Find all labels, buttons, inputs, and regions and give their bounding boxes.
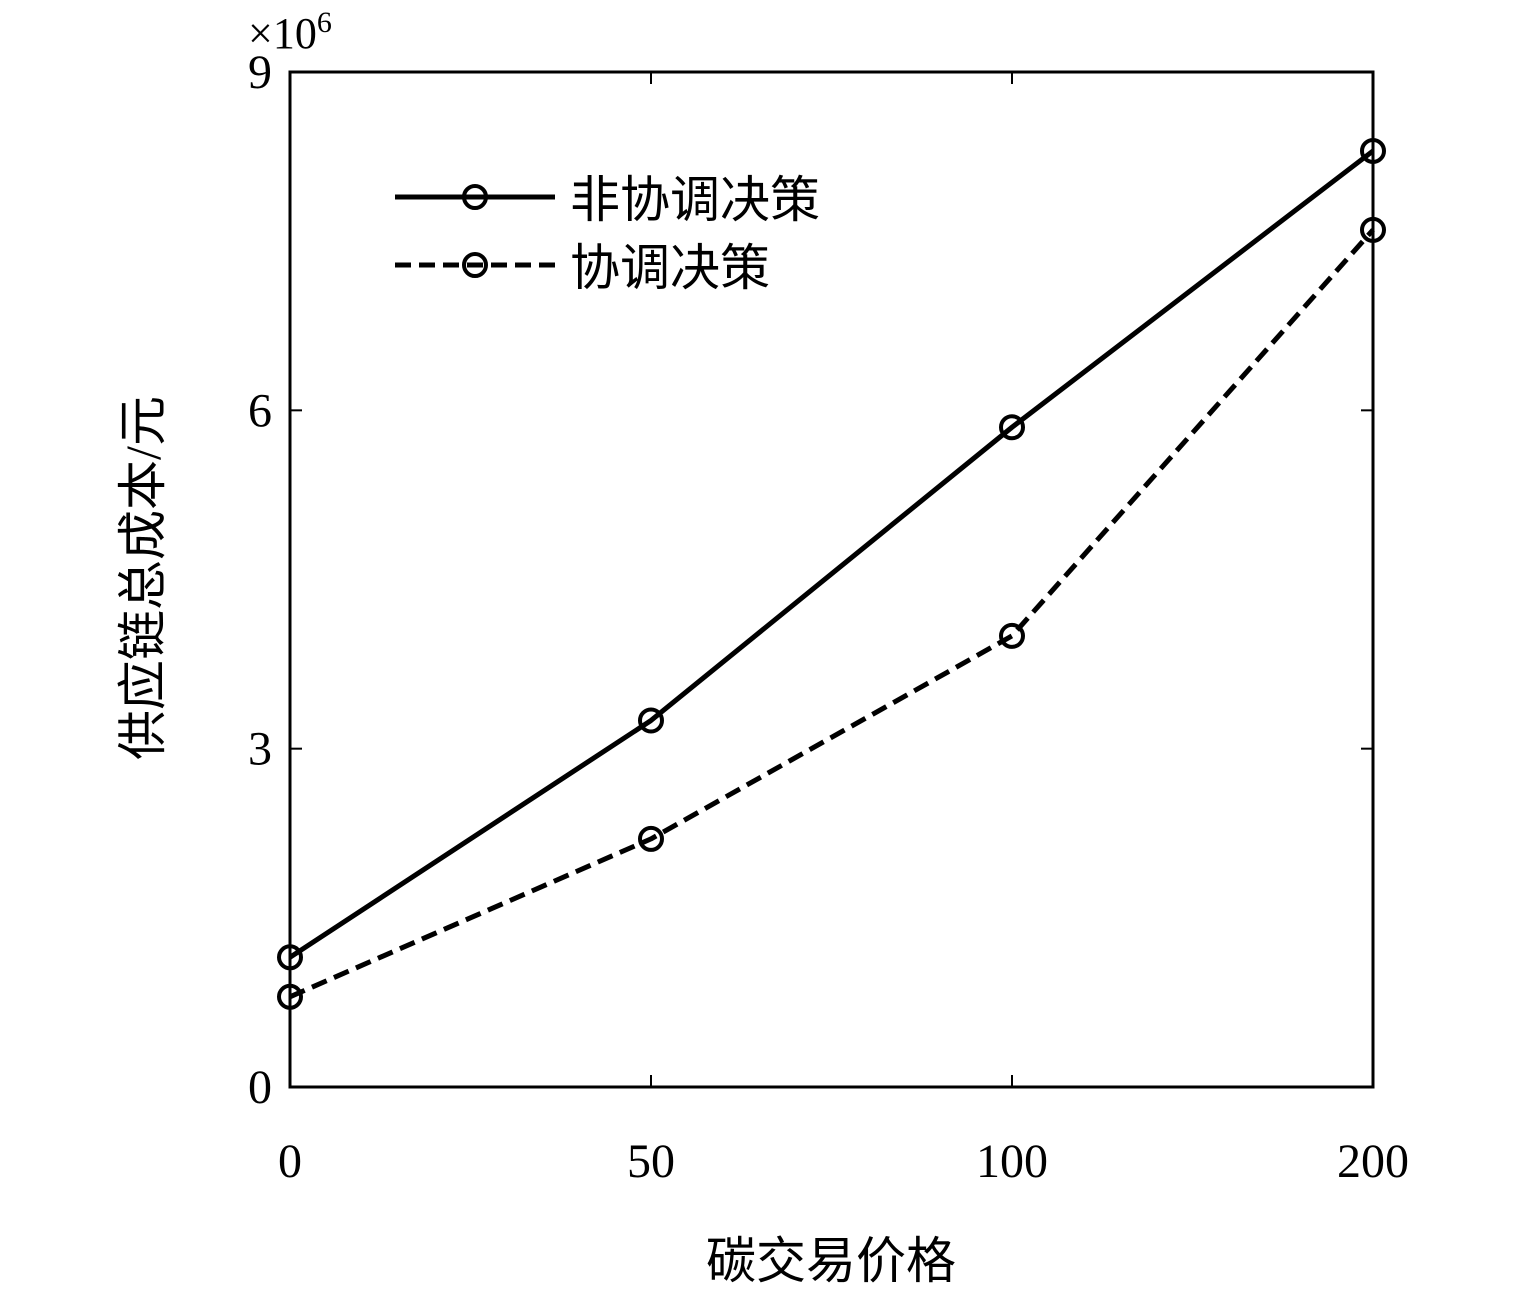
y-exponent-label: ×106 bbox=[248, 6, 332, 58]
series-1-point bbox=[277, 983, 303, 1010]
x-axis-title: 碳交易价格 bbox=[706, 1233, 956, 1289]
series-1-point bbox=[1360, 216, 1386, 243]
series-0-point bbox=[277, 944, 303, 971]
legend: 非协调决策 协调决策 bbox=[395, 172, 820, 296]
x-tick-labels: 0 50 100 200 bbox=[278, 1135, 1409, 1188]
series-layer bbox=[277, 137, 1386, 1010]
y-tick-label: 9 bbox=[248, 46, 272, 99]
legend-label-coordinated: 协调决策 bbox=[570, 240, 770, 296]
series-0-point bbox=[999, 414, 1025, 441]
series-line-0 bbox=[288, 148, 1375, 960]
legend-label-uncoordinated: 非协调决策 bbox=[570, 172, 820, 228]
series-line-1 bbox=[288, 228, 1375, 1000]
legend-marker-dashed bbox=[462, 252, 488, 278]
y-tick-label: 0 bbox=[248, 1061, 272, 1114]
y-tick-labels: 0 3 6 9 bbox=[248, 46, 272, 1114]
y-tick-label: 6 bbox=[248, 384, 272, 437]
y-tick-label: 3 bbox=[248, 723, 272, 776]
series-1-point bbox=[999, 622, 1025, 649]
series-1-point bbox=[638, 825, 664, 852]
x-tick-label: 0 bbox=[278, 1135, 302, 1188]
legend-marker-solid bbox=[462, 184, 488, 210]
x-tick-label: 100 bbox=[976, 1135, 1048, 1188]
plot-frame bbox=[288, 70, 1375, 1089]
axis-ticks bbox=[289, 71, 1374, 1088]
series-0-point bbox=[638, 707, 664, 734]
series-0-point bbox=[1360, 137, 1386, 164]
x-tick-label: 200 bbox=[1337, 1135, 1409, 1188]
x-tick-label: 50 bbox=[627, 1135, 675, 1188]
y-axis-title: 供应链总成本/元 bbox=[115, 396, 171, 760]
